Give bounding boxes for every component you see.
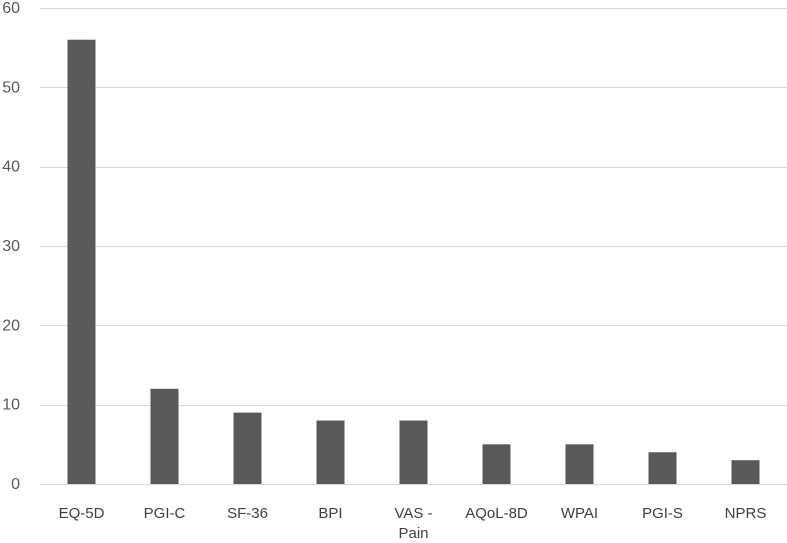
y-axis-ticks: 0 10 20 30 40 50 60 — [2, 0, 20, 493]
bars — [67, 39, 760, 484]
x-category-label: WPAI — [561, 505, 598, 522]
bar-nprs — [731, 460, 760, 484]
x-category-label: VAS -Pain — [394, 505, 432, 542]
bar-eq-5d — [67, 39, 96, 484]
bar-vas-pain — [399, 420, 428, 484]
y-tick-label: 60 — [2, 0, 20, 17]
x-category-label: AQoL-8D — [465, 505, 528, 522]
bar-sf-36 — [233, 412, 262, 484]
x-category-label: SF-36 — [227, 505, 268, 522]
bar-pgi-c — [150, 388, 179, 484]
bar-pgi-s — [648, 452, 677, 484]
y-tick-label: 10 — [2, 397, 20, 414]
x-category-label: NPRS — [725, 505, 767, 522]
x-category-label: EQ-5D — [59, 505, 105, 522]
y-tick-label: 20 — [2, 317, 20, 334]
y-tick-label: 50 — [2, 79, 20, 96]
y-tick-label: 30 — [2, 238, 20, 255]
y-tick-label: 0 — [11, 476, 20, 493]
x-category-label: PGI-C — [144, 505, 186, 522]
x-category-label: BPI — [318, 505, 342, 522]
bar-aqol-8d — [482, 444, 511, 484]
y-tick-label: 40 — [2, 159, 20, 176]
bar-bpi — [316, 420, 345, 484]
x-category-label: PGI-S — [642, 505, 683, 522]
x-axis-category-labels: EQ-5D PGI-C SF-36 BPI VAS -Pain AQoL-8D WPAI PG… — [59, 505, 767, 542]
bar-wpai — [565, 444, 594, 484]
